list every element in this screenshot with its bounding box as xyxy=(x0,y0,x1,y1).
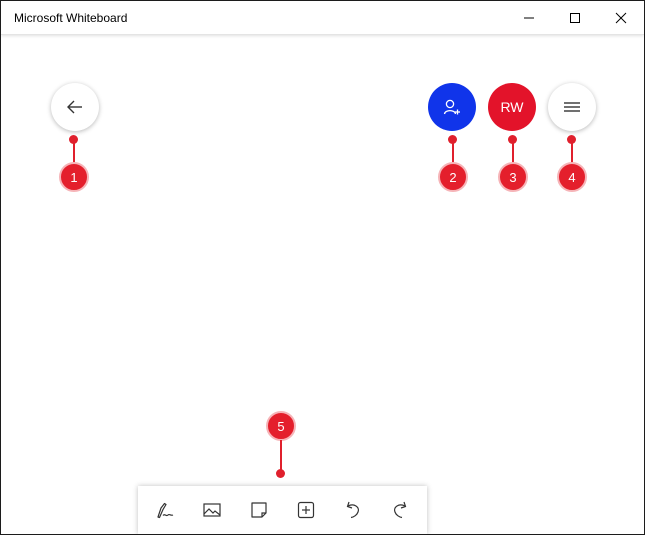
maximize-icon xyxy=(570,13,580,23)
note-tool-button[interactable] xyxy=(241,492,277,528)
image-tool-button[interactable] xyxy=(194,492,230,528)
callout-badge-1: 1 xyxy=(59,162,89,192)
callout-line-2 xyxy=(451,141,454,163)
inking-icon xyxy=(157,502,174,519)
arrow-left-icon xyxy=(67,100,82,114)
callout-line-4 xyxy=(570,141,573,163)
undo-button[interactable] xyxy=(335,492,371,528)
callout-anchor-3 xyxy=(508,135,517,144)
minimize-button[interactable] xyxy=(506,1,552,35)
avatar[interactable]: RW xyxy=(488,83,536,131)
back-button[interactable] xyxy=(51,83,99,131)
redo-button[interactable] xyxy=(382,492,418,528)
callout-anchor-5 xyxy=(276,469,285,478)
callout-badge-2: 2 xyxy=(438,162,468,192)
callout-line-1 xyxy=(72,141,75,163)
app-title: Microsoft Whiteboard xyxy=(14,11,128,25)
inking-tool-button[interactable] xyxy=(147,492,183,528)
menu-button[interactable] xyxy=(548,83,596,131)
redo-icon xyxy=(393,501,406,519)
minimize-icon xyxy=(524,17,534,19)
callout-line-5 xyxy=(279,440,282,470)
callout-badge-4: 4 xyxy=(557,162,587,192)
add-tool-button[interactable] xyxy=(288,492,324,528)
hamburger-icon xyxy=(564,102,580,112)
callout-anchor-4 xyxy=(567,135,576,144)
add-icon xyxy=(297,501,314,519)
maximize-button[interactable] xyxy=(552,1,598,35)
undo-icon xyxy=(346,501,359,519)
callout-anchor-1 xyxy=(69,135,78,144)
image-icon xyxy=(203,503,221,517)
note-icon xyxy=(251,502,267,518)
callout-line-3 xyxy=(511,141,514,163)
avatar-initials: RW xyxy=(500,99,524,115)
close-icon xyxy=(615,12,627,24)
callout-anchor-2 xyxy=(448,135,457,144)
title-bar: Microsoft Whiteboard xyxy=(1,1,644,35)
callout-badge-5: 5 xyxy=(266,411,296,441)
invite-button[interactable] xyxy=(428,83,476,131)
callout-badge-3: 3 xyxy=(498,162,528,192)
close-button[interactable] xyxy=(598,1,644,35)
add-person-icon xyxy=(443,99,460,115)
bottom-toolbar xyxy=(138,486,427,534)
